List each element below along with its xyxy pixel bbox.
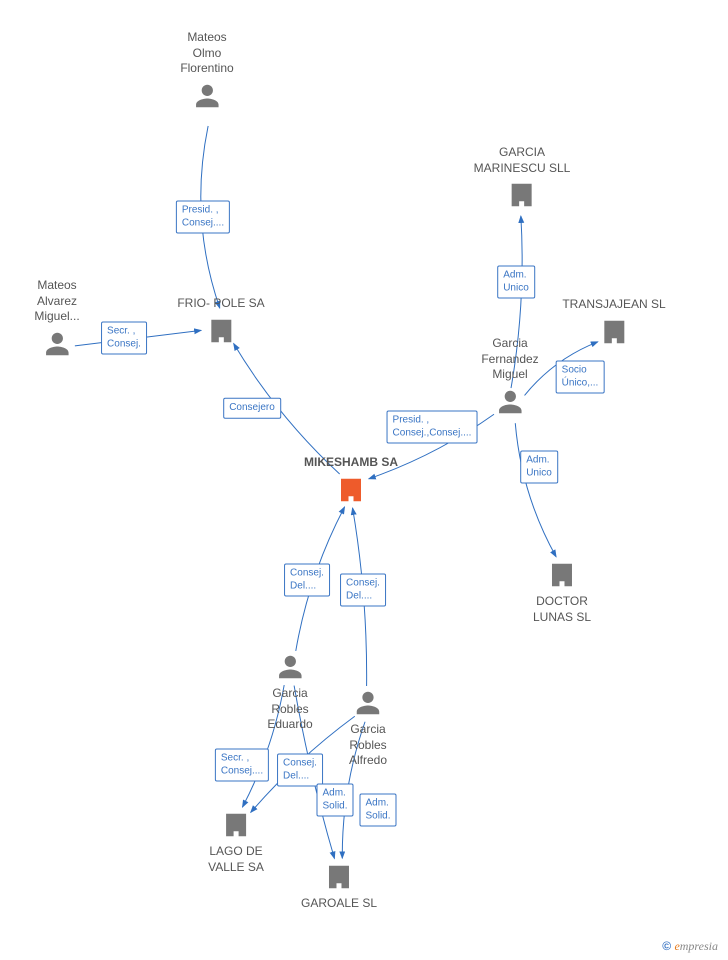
node-label: GAROALE SL bbox=[301, 896, 377, 912]
person-icon bbox=[180, 81, 233, 111]
node-label: Garcia Robles Eduardo bbox=[267, 686, 312, 733]
node-frio_pole[interactable]: FRIO- POLE SA bbox=[177, 296, 264, 346]
person-icon bbox=[481, 387, 538, 417]
edge-label: Consej. Del.... bbox=[277, 754, 323, 787]
edge-label: Adm. Unico bbox=[497, 266, 535, 299]
building-icon bbox=[474, 180, 571, 210]
node-label: Mateos Alvarez Miguel... bbox=[34, 278, 79, 325]
node-garcia_robles_al[interactable]: Garcia Robles Alfredo bbox=[349, 688, 387, 769]
edge-label: Presid. , Consej.,Consej.... bbox=[387, 411, 478, 444]
node-garcia_marinescu[interactable]: GARCIA MARINESCU SLL bbox=[474, 145, 571, 210]
node-label: MIKESHAMB SA bbox=[304, 455, 398, 471]
building-icon bbox=[301, 862, 377, 892]
watermark-rest: mpresia bbox=[680, 939, 718, 953]
edge bbox=[515, 423, 556, 557]
person-icon bbox=[267, 652, 312, 682]
edge-label: Adm. Unico bbox=[520, 451, 558, 484]
node-label: TRANSJAJEAN SL bbox=[562, 297, 665, 313]
node-garcia_fernandez[interactable]: Garcia Fernandez Miguel bbox=[481, 336, 538, 417]
building-icon bbox=[562, 317, 665, 347]
node-label: GARCIA MARINESCU SLL bbox=[474, 145, 571, 176]
edge-label: Secr. , Consej.... bbox=[215, 749, 269, 782]
edge-label: Presid. , Consej.... bbox=[176, 201, 230, 234]
node-mikeshamb[interactable]: MIKESHAMB SA bbox=[304, 455, 398, 505]
edge-label: Consej. Del.... bbox=[284, 564, 330, 597]
edge-label: Consejero bbox=[223, 398, 281, 419]
edge-label: Socio Único,... bbox=[556, 361, 605, 394]
node-transjajean[interactable]: TRANSJAJEAN SL bbox=[562, 297, 665, 347]
edge-label: Adm. Solid. bbox=[359, 794, 396, 827]
node-doctor_lunas[interactable]: DOCTOR LUNAS SL bbox=[533, 560, 591, 625]
edge-label: Secr. , Consej. bbox=[101, 322, 147, 355]
node-label: FRIO- POLE SA bbox=[177, 296, 264, 312]
building-icon bbox=[304, 475, 398, 505]
node-label: Mateos Olmo Florentino bbox=[180, 30, 233, 77]
node-mateos_alvarez[interactable]: Mateos Alvarez Miguel... bbox=[34, 278, 79, 359]
node-garcia_robles_ed[interactable]: Garcia Robles Eduardo bbox=[267, 652, 312, 733]
building-icon bbox=[208, 810, 264, 840]
person-icon bbox=[34, 329, 79, 359]
watermark: © empresia bbox=[662, 939, 718, 954]
building-icon bbox=[533, 560, 591, 590]
node-label: Garcia Fernandez Miguel bbox=[481, 336, 538, 383]
node-lago_valle[interactable]: LAGO DE VALLE SA bbox=[208, 810, 264, 875]
node-mateos_olmo[interactable]: Mateos Olmo Florentino bbox=[180, 30, 233, 111]
person-icon bbox=[349, 688, 387, 718]
building-icon bbox=[177, 316, 264, 346]
node-label: DOCTOR LUNAS SL bbox=[533, 594, 591, 625]
edge-label: Consej. Del.... bbox=[340, 574, 386, 607]
copyright-symbol: © bbox=[662, 939, 671, 953]
node-label: Garcia Robles Alfredo bbox=[349, 722, 387, 769]
edge-label: Adm. Solid. bbox=[316, 784, 353, 817]
node-label: LAGO DE VALLE SA bbox=[208, 844, 264, 875]
node-garoale[interactable]: GAROALE SL bbox=[301, 862, 377, 912]
